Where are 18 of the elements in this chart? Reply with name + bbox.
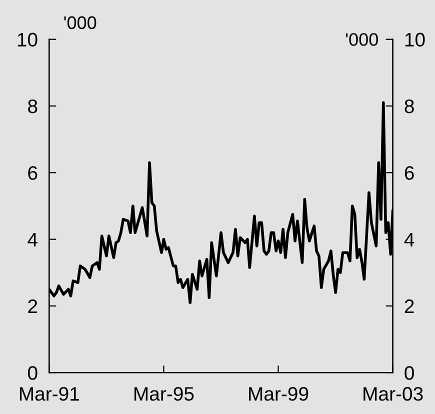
y-axis-title: '000 [64, 16, 96, 30]
y2-axis-title: '000 [346, 33, 378, 46]
y-tick-label: 2 [28, 299, 38, 313]
x-tick-label: Mar-99 [249, 387, 308, 401]
y2-tick-label: 2 [404, 299, 414, 313]
y2-tick-label: 8 [404, 99, 414, 114]
x-tick-label: Mar-03 [364, 387, 423, 401]
y-tick-label: 6 [28, 166, 38, 180]
y2-tick-label: 4 [404, 232, 414, 246]
y-tick-label: 10 [18, 32, 38, 47]
y-tick-label: 8 [28, 99, 38, 114]
x-tick-label: Mar-95 [134, 387, 194, 401]
y2-tick-label: 10 [405, 32, 425, 47]
y2-tick-label: 6 [404, 166, 414, 180]
y2-tick-label: 0 [404, 366, 414, 380]
x-tick-label: Mar-91 [20, 387, 80, 401]
y-tick-label: 0 [28, 366, 38, 380]
y-tick-label: 4 [28, 232, 38, 246]
